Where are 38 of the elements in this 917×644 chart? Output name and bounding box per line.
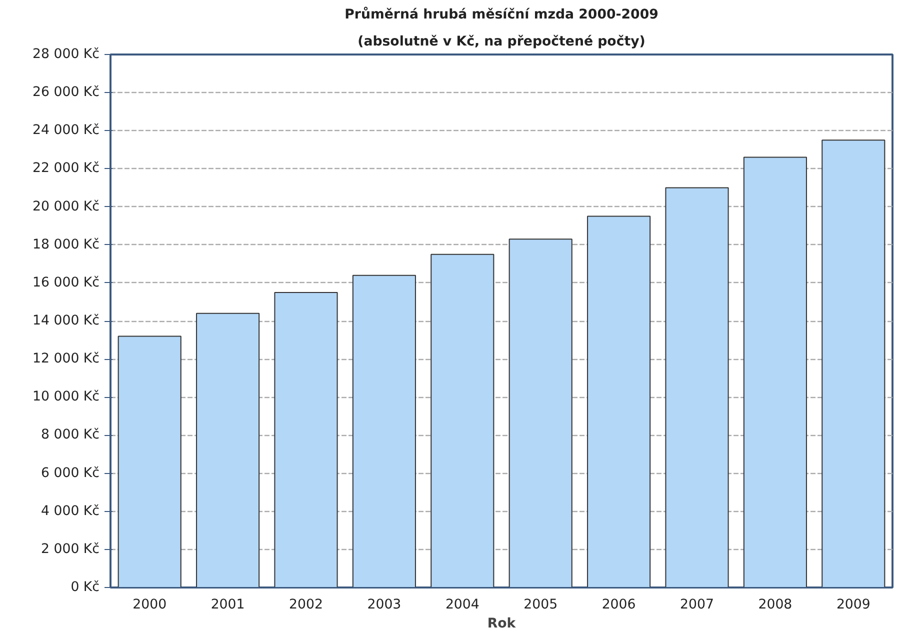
bar (743, 156, 807, 588)
x-tick-label: 2003 (367, 598, 402, 612)
y-tick-label: 0 Kč (70, 580, 100, 595)
y-tick-label: 18 000 Kč (32, 237, 100, 252)
y-tick-label: 20 000 Kč (32, 199, 100, 214)
x-tick-label: 2004 (445, 598, 480, 612)
y-tick-label: 8 000 Kč (41, 428, 100, 443)
y-tick-label: 28 000 Kč (32, 47, 100, 62)
bar (665, 187, 729, 588)
bar (508, 238, 572, 588)
x-tick-label: 2001 (210, 598, 245, 612)
y-tick-label: 6 000 Kč (41, 466, 100, 481)
y-tick-label: 12 000 Kč (32, 352, 100, 367)
chart-title: Průměrná hrubá měsíční mzda 2000-2009 (344, 6, 658, 22)
x-tick-label: 2006 (602, 598, 636, 612)
y-tick-label: 26 000 Kč (32, 85, 100, 100)
y-tick-label: 24 000 Kč (32, 123, 100, 138)
x-tick-label: 2007 (680, 598, 714, 612)
y-tick-label: 2 000 Kč (41, 542, 100, 557)
y-tick-label: 14 000 Kč (32, 314, 100, 328)
x-tick-label: 2000 (132, 598, 167, 612)
x-axis-title: Rok (487, 616, 517, 632)
x-tick-label: 2009 (836, 598, 870, 612)
bar (822, 140, 886, 588)
y-tick-label: 4 000 Kč (41, 504, 100, 519)
bar (118, 336, 182, 588)
bar (352, 274, 416, 588)
bar (274, 292, 338, 588)
y-tick-label: 22 000 Kč (32, 161, 100, 176)
bar (430, 254, 494, 588)
bar (196, 312, 260, 588)
y-tick-label: 10 000 Kč (32, 390, 100, 405)
chart-subtitle: (absolutně v Kč, na přepočtené počty) (358, 34, 646, 50)
x-tick-label: 2005 (524, 598, 558, 612)
y-tick-label: 16 000 Kč (32, 275, 100, 290)
x-tick-label: 2002 (289, 598, 323, 612)
x-tick-label: 2008 (758, 598, 792, 612)
bar (587, 216, 651, 588)
